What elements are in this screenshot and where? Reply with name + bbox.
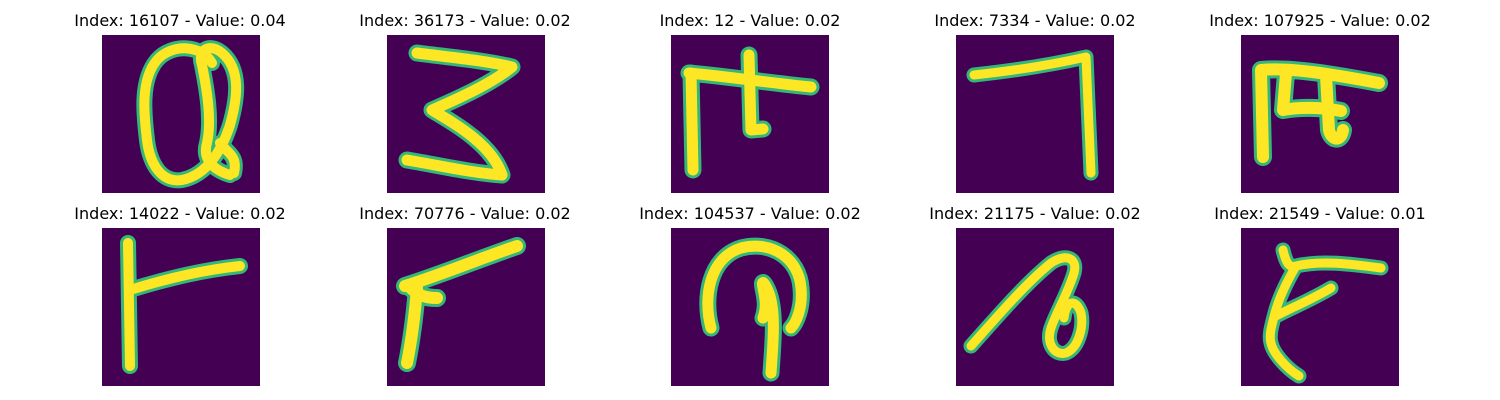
panel-title: Index: 70776 - Value: 0.02 xyxy=(359,204,571,223)
three-glyph xyxy=(387,35,545,193)
panel-title: Index: 36173 - Value: 0.02 xyxy=(359,11,571,30)
panel-image xyxy=(671,228,829,386)
loop-q-glyph xyxy=(102,35,260,193)
panel-image xyxy=(387,228,545,386)
pi-like-glyph xyxy=(1241,35,1399,193)
panel-image xyxy=(102,35,260,193)
panel-title: Index: 7334 - Value: 0.02 xyxy=(934,11,1136,30)
crossed-hook-glyph xyxy=(671,35,829,193)
panel-image xyxy=(1241,228,1399,386)
seven-glyph xyxy=(956,35,1114,193)
panel-image xyxy=(671,35,829,193)
panel-title: Index: 16107 - Value: 0.04 xyxy=(74,11,286,30)
panel-image xyxy=(956,35,1114,193)
panel-title: Index: 104537 - Value: 0.02 xyxy=(639,204,861,223)
panel-image xyxy=(102,228,260,386)
panel-title: Index: 12 - Value: 0.02 xyxy=(659,11,841,30)
panel-image xyxy=(1241,35,1399,193)
panel-image xyxy=(387,35,545,193)
panel-title: Index: 107925 - Value: 0.02 xyxy=(1209,11,1431,30)
hook-glyph xyxy=(1241,228,1399,386)
panel-title: Index: 14022 - Value: 0.02 xyxy=(74,204,286,223)
panel-title: Index: 21549 - Value: 0.01 xyxy=(1214,204,1426,223)
panel-image xyxy=(956,228,1114,386)
panel-title: Index: 21175 - Value: 0.02 xyxy=(929,204,1141,223)
t-flag-glyph xyxy=(102,228,260,386)
arch-glyph xyxy=(671,228,829,386)
loop-slash-glyph xyxy=(956,228,1114,386)
angle-glyph xyxy=(387,228,545,386)
